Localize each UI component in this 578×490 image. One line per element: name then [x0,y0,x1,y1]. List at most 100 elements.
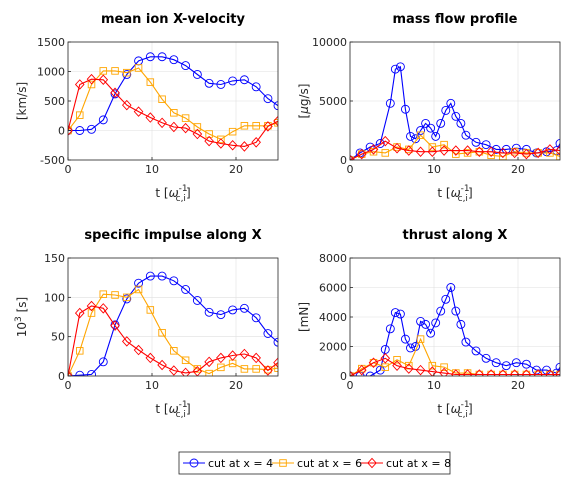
x-axis-label: t [ω-1 c,i] [437,400,472,420]
data-point [228,76,238,86]
y-axis-label: [μg/s] [297,84,311,119]
y-tick-label: 10000 [312,36,347,49]
data-point [427,146,438,158]
data-point [240,365,249,373]
data-point [216,352,226,364]
data-point [545,369,555,376]
data-point [428,361,437,370]
data-point [461,130,471,140]
data-point [192,296,202,305]
data-point [158,328,166,337]
data-point [441,294,451,304]
data-point [76,347,84,355]
data-point [217,135,225,144]
data-point [87,309,96,317]
data-point [273,357,278,368]
data-point [98,303,109,314]
data-point [461,337,471,347]
data-point [240,122,249,130]
data-point [180,367,191,376]
legend: cut at x = 4 cut at x = 6 cut at x = 8 [178,451,451,475]
data-point [545,144,555,155]
data-point [181,356,190,365]
data-point [415,364,426,376]
data-point [395,309,405,319]
data-point [416,131,425,139]
series-3 [68,300,278,376]
chart-title: specific impulse along X [84,228,261,243]
data-point [239,75,249,85]
data-point [501,361,511,371]
y-tick-label: 1000 [37,66,65,79]
data-point [521,369,532,376]
data-point [533,369,543,376]
x-tick-label: 0 [65,163,72,176]
data-point [416,335,425,343]
y-tick-label: 5000 [319,95,347,108]
data-point [263,365,273,376]
data-point [428,143,437,151]
data-point [145,112,156,123]
legend-marker [189,458,199,468]
data-point [145,352,156,364]
data-point [134,285,143,294]
data-point [356,364,367,376]
data-point [426,123,436,133]
data-point [456,319,466,329]
x-tick-label: 10 [145,379,159,392]
series-1 [68,271,278,376]
data-point [239,141,250,152]
data-point [193,123,202,131]
data-point [555,369,560,376]
data-point [400,334,410,344]
data-point [68,370,73,376]
data-point [273,337,278,347]
y-tick-label: 500 [44,95,65,108]
data-point [251,313,261,323]
data-point [87,80,96,89]
data-point [415,146,426,158]
chart-title: mass flow profile [393,12,518,27]
series-1 [350,283,560,376]
data-point [216,80,226,89]
data-point [157,359,167,371]
data-point [204,135,214,147]
legend-marker [367,457,377,469]
legend-entry: cut at x = 8 [361,457,451,470]
data-point [227,139,238,151]
legend-label: cut at x = 6 [297,457,362,470]
series-line [68,56,278,132]
data-point [122,69,132,79]
x-axis-label: t [ω-1 c,i] [155,400,190,420]
x-tick-label: 10 [427,379,441,392]
x-tick-label: 0 [65,379,72,392]
data-point [111,291,119,299]
data-point [252,122,260,130]
data-point [239,348,250,360]
data-point [157,117,167,129]
data-point [556,152,560,160]
data-point [392,360,402,371]
data-point [98,74,109,86]
series-line [68,288,278,376]
data-point [350,370,355,376]
data-point [395,62,405,72]
data-point [431,131,441,141]
data-point [390,308,400,318]
data-point [86,300,97,312]
data-point [451,145,461,156]
y-tick-label: 100 [44,291,65,304]
y-tick-label: 50 [51,331,65,344]
data-point [98,115,108,125]
data-point [181,285,191,294]
data-point [169,121,179,133]
data-point [375,139,385,148]
data-point [157,52,167,62]
data-point [181,61,191,71]
chart-panel-3: 0 10 20 0 50 100 150 specific impulse along X t … [14,228,279,420]
y-axis-label: [km/s] [15,82,29,120]
x-tick-label: 10 [145,163,159,176]
data-point [192,69,202,79]
data-point [350,154,355,160]
